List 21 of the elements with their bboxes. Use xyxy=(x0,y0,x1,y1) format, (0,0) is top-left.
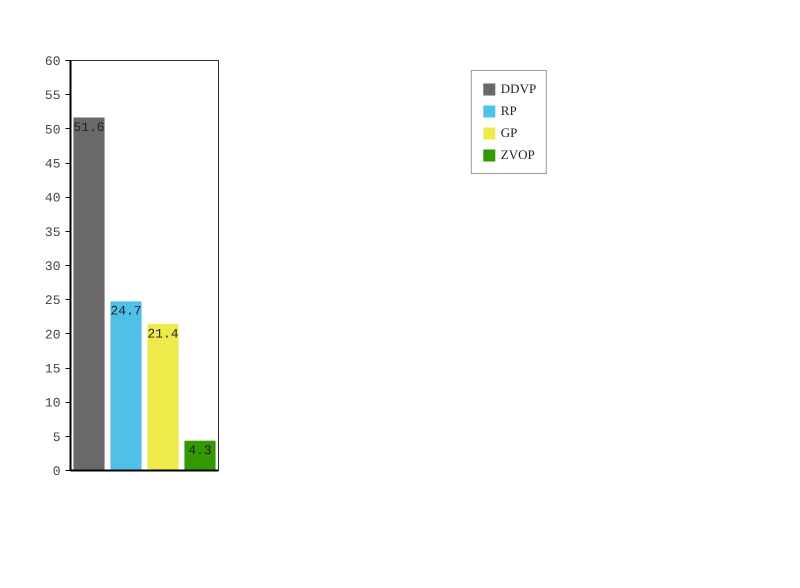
y-tick-label: 50 xyxy=(44,122,61,138)
y-tick-label: 5 xyxy=(52,430,61,445)
legend-label: RP xyxy=(500,103,518,119)
y-tick-label: 35 xyxy=(44,224,61,240)
y-tick-label: 40 xyxy=(44,190,61,206)
data-label: 4.3 xyxy=(188,443,212,458)
y-tick-label: 60 xyxy=(44,54,61,69)
legend-label: ZVOP xyxy=(500,147,535,163)
data-label: 51.6 xyxy=(73,120,105,135)
y-tick-label: 30 xyxy=(44,259,61,274)
y-tick-label: 25 xyxy=(44,293,61,308)
y-tick-label: 10 xyxy=(44,396,61,411)
y-tick-label: 0 xyxy=(52,464,61,479)
y-tick-label: 45 xyxy=(44,156,61,172)
y-tick-label: 55 xyxy=(44,88,61,104)
legend-label: DDVP xyxy=(500,81,536,97)
data-label: 24.7 xyxy=(110,304,142,319)
y-tick-label: 15 xyxy=(44,362,61,376)
y-tick-label: 20 xyxy=(44,327,61,342)
legend-label: GP xyxy=(500,125,518,141)
data-label: 21.4 xyxy=(147,326,179,342)
